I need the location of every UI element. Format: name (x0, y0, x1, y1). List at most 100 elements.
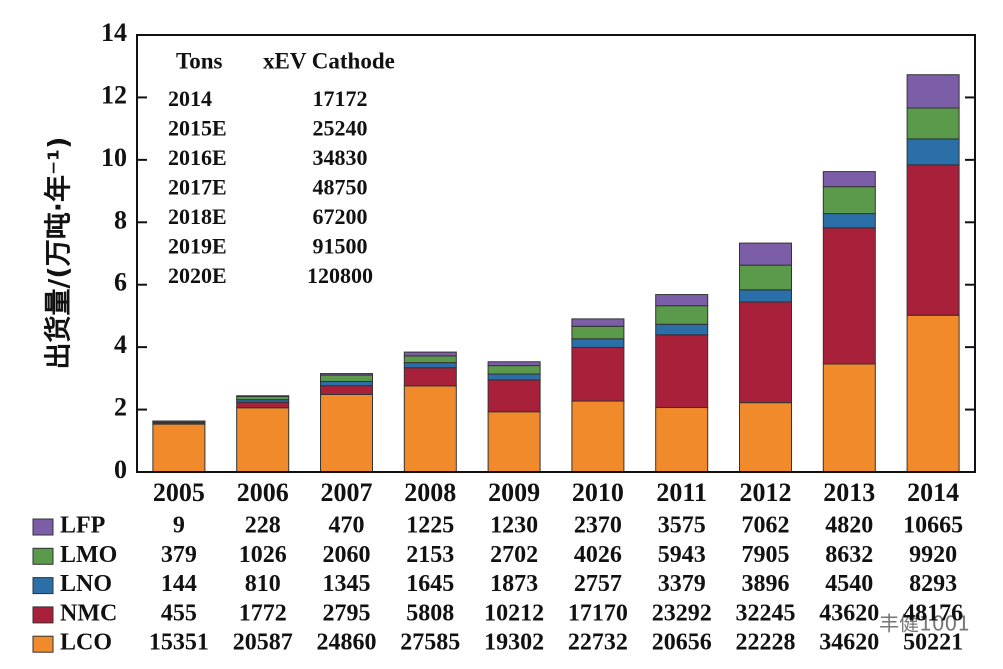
bar-segment (739, 289, 792, 303)
inset-value: 91500 (313, 234, 368, 259)
bar-segment (487, 361, 541, 367)
table-value: 2757 (574, 571, 622, 597)
inset-year: 2019E (168, 234, 227, 259)
bar-segment (403, 367, 457, 387)
table-value: 7062 (742, 513, 790, 539)
table-value: 4820 (825, 513, 873, 539)
table-value: 19302 (484, 630, 544, 656)
table-value: 34620 (819, 630, 879, 656)
y-tick-label: 14 (101, 18, 127, 47)
bar-segment (822, 213, 876, 229)
y-axis-label: 出货量/(万吨·年⁻¹) (43, 137, 75, 370)
table-value: 2370 (574, 513, 622, 539)
table-value: 1026 (239, 542, 287, 568)
bar-segment (571, 346, 625, 402)
table-value: 22228 (736, 630, 796, 656)
legend-swatch (32, 635, 54, 653)
inset-header: xEV Cathode (263, 48, 395, 73)
bar-segment (571, 400, 625, 473)
table-value: 20587 (233, 630, 293, 656)
bar-segment (236, 401, 290, 409)
bar-segment (739, 242, 792, 266)
bar-segment (487, 411, 541, 473)
bar-segment (655, 305, 709, 325)
inset-value: 120800 (307, 263, 373, 288)
bar-segment (822, 171, 876, 188)
table-value: 8293 (909, 571, 957, 597)
inset-year: 2017E (168, 175, 227, 200)
inset-year: 2014 (168, 86, 212, 111)
table-value: 1772 (239, 600, 287, 626)
table-value: 15351 (149, 630, 209, 656)
x-tick-label: 2014 (907, 478, 959, 507)
plot-frame (136, 34, 976, 473)
bar-segment (403, 355, 457, 364)
x-tick-label: 2010 (572, 478, 624, 507)
bar-segment (320, 374, 373, 382)
table-value: 379 (161, 542, 197, 568)
inset-year: 2016E (168, 145, 227, 170)
table-value: 48176 (903, 600, 963, 626)
bar-segment (655, 407, 709, 473)
legend-label: NMC (60, 600, 117, 626)
x-tick-label: 2006 (237, 478, 289, 507)
x-tick-label: 2011 (656, 478, 707, 507)
table-value: 20656 (652, 630, 712, 656)
inset-value: 67200 (313, 204, 368, 229)
table-value: 2060 (323, 542, 371, 568)
table-value: 1873 (490, 571, 538, 597)
table-value: 9 (173, 513, 185, 539)
y-tick-label: 2 (114, 393, 127, 422)
table-value: 5943 (658, 542, 706, 568)
bar-segment (152, 423, 206, 473)
bar-segment (655, 294, 709, 307)
table-value: 8632 (825, 542, 873, 568)
x-tick-label: 2012 (740, 478, 792, 507)
bar-segment (571, 338, 625, 348)
table-value: 4026 (574, 542, 622, 568)
table-value: 9920 (909, 542, 957, 568)
bar-segment (906, 74, 960, 109)
table-value: 3896 (742, 571, 790, 597)
bar-segment (906, 164, 960, 316)
y-tick-label: 12 (101, 80, 127, 109)
table-value: 2795 (323, 600, 371, 626)
legend-label: LNO (60, 571, 112, 597)
bar-segment (403, 351, 457, 357)
inset-header: Tons (176, 48, 223, 73)
bar-segment (739, 402, 792, 473)
table-value: 17170 (568, 600, 628, 626)
x-tick-label: 2008 (404, 478, 456, 507)
bar-segment (906, 107, 960, 140)
x-tick-label: 2007 (321, 478, 373, 507)
bar-segment (571, 325, 625, 340)
y-tick-label: 8 (114, 205, 127, 234)
bar-segment (320, 373, 373, 376)
table-value: 32245 (736, 600, 796, 626)
table-value: 1225 (406, 513, 454, 539)
legend-swatch (32, 577, 54, 595)
bar-segment (236, 395, 290, 397)
inset-year: 2018E (168, 204, 227, 229)
legend-swatch (32, 547, 54, 565)
inset-value: 25240 (313, 116, 368, 141)
inset-year: 2020E (168, 263, 227, 288)
inset-value: 34830 (313, 145, 368, 170)
bar-segment (822, 227, 876, 365)
table-value: 455 (161, 600, 197, 626)
table-value: 3575 (658, 513, 706, 539)
x-tick-label: 2009 (488, 478, 540, 507)
bar-segment (320, 393, 373, 473)
inset-value: 48750 (313, 175, 368, 200)
watermark: 丰健1001 (879, 612, 970, 636)
inset-year: 2015E (168, 116, 227, 141)
table-value: 1230 (490, 513, 538, 539)
bar-segment (655, 323, 709, 336)
bar-segment (906, 314, 960, 473)
table-value: 3379 (658, 571, 706, 597)
y-tick-label: 6 (114, 268, 127, 297)
y-tick-label: 0 (114, 455, 127, 484)
table-value: 22732 (568, 630, 628, 656)
table-value: 23292 (652, 600, 712, 626)
bar-segment (739, 264, 792, 291)
